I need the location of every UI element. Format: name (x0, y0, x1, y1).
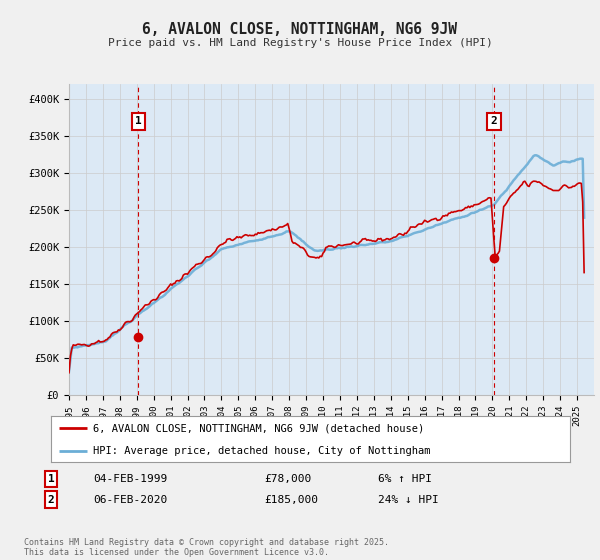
Text: 2: 2 (47, 494, 55, 505)
Text: 6% ↑ HPI: 6% ↑ HPI (378, 474, 432, 484)
Text: 1: 1 (47, 474, 55, 484)
Text: 6, AVALON CLOSE, NOTTINGHAM, NG6 9JW (detached house): 6, AVALON CLOSE, NOTTINGHAM, NG6 9JW (de… (92, 424, 424, 434)
Text: Price paid vs. HM Land Registry's House Price Index (HPI): Price paid vs. HM Land Registry's House … (107, 38, 493, 48)
Text: £78,000: £78,000 (264, 474, 311, 484)
Text: 1: 1 (135, 116, 142, 127)
Text: Contains HM Land Registry data © Crown copyright and database right 2025.
This d: Contains HM Land Registry data © Crown c… (24, 538, 389, 557)
Text: 06-FEB-2020: 06-FEB-2020 (93, 494, 167, 505)
Text: 24% ↓ HPI: 24% ↓ HPI (378, 494, 439, 505)
Text: 6, AVALON CLOSE, NOTTINGHAM, NG6 9JW: 6, AVALON CLOSE, NOTTINGHAM, NG6 9JW (143, 22, 458, 38)
Text: HPI: Average price, detached house, City of Nottingham: HPI: Average price, detached house, City… (92, 446, 430, 455)
Text: 2: 2 (491, 116, 497, 127)
Text: £185,000: £185,000 (264, 494, 318, 505)
Text: 04-FEB-1999: 04-FEB-1999 (93, 474, 167, 484)
